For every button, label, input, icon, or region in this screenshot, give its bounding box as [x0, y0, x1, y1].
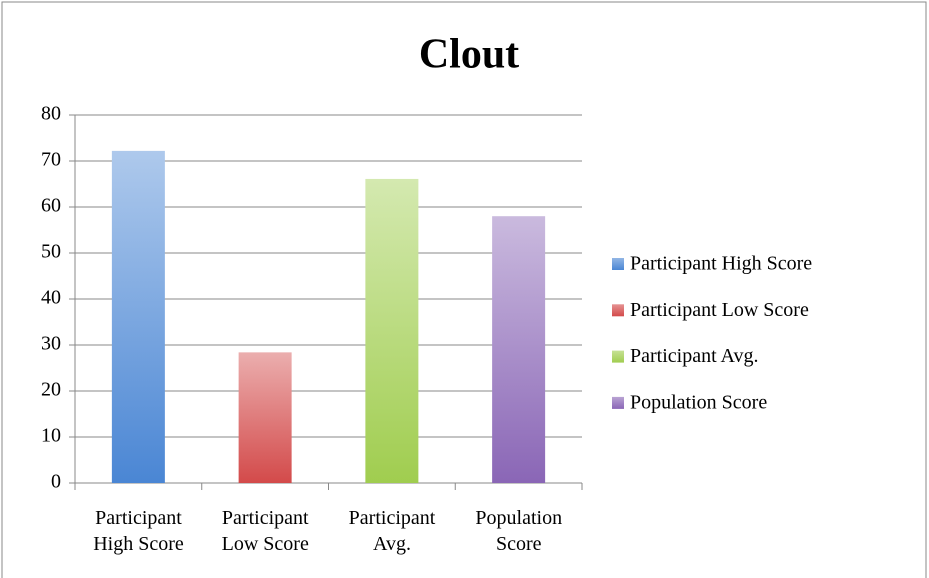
- legend-label: Participant High Score: [630, 253, 812, 275]
- y-tick-label: 0: [51, 471, 61, 493]
- legend-label: Population Score: [630, 391, 767, 413]
- bar: [238, 352, 292, 483]
- legend-label: Participant Avg.: [630, 345, 759, 367]
- bar: [492, 216, 546, 483]
- x-tick-label: Participant High Score: [93, 507, 184, 555]
- bar: [365, 178, 419, 483]
- y-tick-label: 50: [41, 241, 61, 263]
- y-tick-label: 10: [41, 425, 61, 447]
- x-tick-label: Population Score: [475, 507, 563, 555]
- x-tick-label: Participant Low Score: [221, 507, 309, 555]
- y-tick-label: 70: [41, 149, 61, 171]
- x-tick-label: Participant Avg.: [348, 507, 436, 555]
- bar: [111, 150, 165, 483]
- y-tick-label: 40: [41, 287, 61, 309]
- legend-swatch: [612, 304, 624, 317]
- y-tick-label: 20: [41, 379, 61, 401]
- chart-title: Clout: [419, 32, 519, 78]
- legend-swatch: [612, 396, 624, 409]
- legend-label: Participant Low Score: [630, 299, 809, 321]
- y-tick-label: 30: [41, 333, 61, 355]
- legend-swatch: [612, 258, 624, 270]
- y-tick-label: 80: [41, 103, 61, 125]
- legend-swatch: [612, 350, 624, 363]
- y-tick-label: 60: [41, 195, 61, 217]
